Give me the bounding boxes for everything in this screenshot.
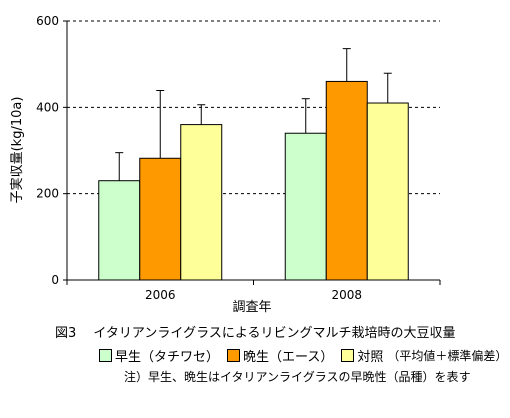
- footnote: 注）早生、晩生はイタリアンライグラスの早晩性（品種）を表す: [124, 370, 471, 384]
- y-tick-label: 400: [36, 100, 59, 114]
- legend-item-early: 早生（タチワセ）: [99, 346, 219, 365]
- legend-swatch-control: [341, 349, 355, 362]
- axes: [63, 20, 441, 285]
- bar-2006-0: [98, 180, 141, 281]
- bar-2006-2: [180, 124, 223, 281]
- x-axis-label: 調査年: [232, 300, 271, 315]
- legend-label-control: 対照: [357, 350, 384, 365]
- figure-title: 図3 イタリアンライグラスによるリビングマルチ栽培時の大豆収量: [55, 326, 456, 341]
- y-tick-label: 200: [36, 187, 59, 201]
- y-tick-label: 0: [51, 273, 59, 287]
- y-tick-labels: 0 200 400 600: [36, 14, 59, 287]
- y-tick-label: 600: [36, 14, 59, 28]
- error-bars: [115, 48, 392, 181]
- legend-item-control: 対照: [341, 346, 383, 365]
- x-tick-label: 2008: [331, 288, 362, 302]
- bars: [98, 80, 409, 281]
- legend-swatch-late: [227, 349, 241, 362]
- bar-2008-2: [366, 102, 409, 281]
- bar-2006-1: [139, 157, 182, 281]
- legend-label-early: 早生（タチワセ）: [115, 350, 220, 365]
- y-axis-label: 子実収量(kg/10a): [9, 97, 25, 204]
- bar-2008-0: [284, 132, 327, 281]
- bar-2008-1: [325, 80, 368, 281]
- legend-item-late: 晩生（エース）: [227, 346, 333, 365]
- legend-note: （平均値＋標準偏差）: [387, 349, 508, 363]
- legend-swatch-early: [99, 349, 112, 362]
- legend-label-late: 晩生（エース）: [243, 350, 334, 365]
- legend: 早生（タチワセ） 晩生（エース） 対照 （平均値＋標準偏差）: [99, 346, 507, 365]
- x-tick-label: 2006: [145, 288, 176, 302]
- x-tick-labels: 2006 2008: [145, 288, 362, 302]
